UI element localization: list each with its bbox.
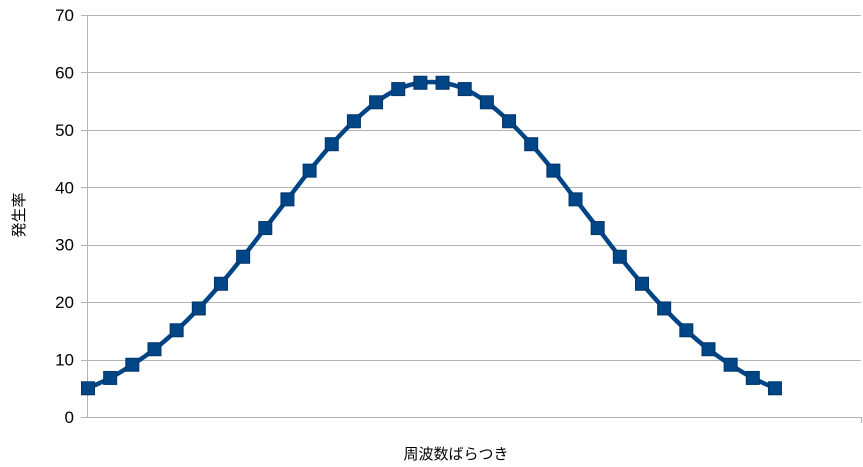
data-point-marker <box>723 357 738 372</box>
data-point-marker <box>391 82 406 97</box>
series-layer <box>81 75 782 396</box>
axes <box>81 15 862 423</box>
data-point-marker <box>701 342 716 357</box>
data-point-marker <box>502 114 517 129</box>
data-point-marker <box>413 75 428 90</box>
data-point-marker <box>590 221 605 236</box>
y-tick-labels: 0 10 20 30 40 50 60 70 <box>55 6 74 427</box>
x-axis-title: 周波数ばらつき <box>403 445 508 463</box>
data-point-marker <box>169 323 184 338</box>
data-point-marker <box>213 276 228 291</box>
data-point-marker <box>635 276 649 291</box>
data-point-marker <box>479 95 494 110</box>
data-point-marker <box>568 192 583 207</box>
data-point-marker <box>524 137 539 152</box>
y-tick-label: 20 <box>55 293 74 312</box>
gridlines <box>87 15 861 361</box>
y-tick-label: 30 <box>55 236 74 255</box>
data-point-marker <box>103 370 118 385</box>
data-point-marker <box>81 381 95 396</box>
data-point-marker <box>258 221 273 236</box>
data-point-marker <box>236 249 251 264</box>
data-point-marker <box>302 163 317 178</box>
y-tick-label: 40 <box>55 178 74 197</box>
data-point-marker <box>369 95 384 110</box>
data-point-marker <box>147 342 162 357</box>
data-point-marker <box>745 370 760 385</box>
series-line <box>87 79 776 391</box>
data-point-marker <box>612 249 627 264</box>
data-point-marker <box>767 381 782 396</box>
y-tick-label: 0 <box>65 408 74 427</box>
data-point-marker <box>191 301 206 316</box>
data-point-marker <box>657 301 672 316</box>
data-point-marker <box>435 75 450 90</box>
y-tick-label: 50 <box>55 121 74 140</box>
y-tick-label: 10 <box>55 351 74 370</box>
y-tick-label: 60 <box>55 63 74 82</box>
y-tick-label: 70 <box>55 6 74 25</box>
data-point-marker <box>125 357 140 372</box>
data-point-marker <box>346 114 361 129</box>
data-point-marker <box>457 82 472 97</box>
data-point-marker <box>679 323 694 338</box>
y-axis-title: 発生率 <box>10 192 28 237</box>
data-point-marker <box>324 137 339 152</box>
data-point-marker <box>280 192 295 207</box>
data-point-marker <box>546 163 561 178</box>
